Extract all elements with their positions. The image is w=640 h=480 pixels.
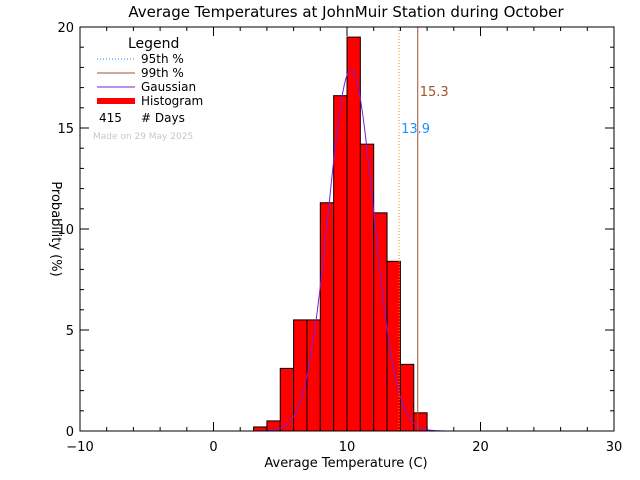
x-tick-label: 10 [339, 440, 356, 455]
histogram-bar [293, 319, 308, 432]
y-tick-label: 15 [57, 122, 74, 137]
legend-entry-label: Gaussian [141, 80, 196, 94]
legend-title: Legend [128, 36, 179, 52]
y-axis-label: Probability (%) [48, 181, 63, 276]
legend-entry-label: 99th % [141, 66, 184, 80]
legend-entry-label: 95th % [141, 52, 184, 66]
made-on-footnote: Made on 29 May 2025 [93, 132, 193, 142]
histogram-bar [346, 36, 361, 432]
chart-title: Average Temperatures at JohnMuir Station… [128, 3, 564, 21]
y-tick-label: 5 [66, 324, 74, 339]
y-tick-label: 10 [57, 223, 74, 238]
histogram-bar [373, 212, 388, 432]
x-tick-label: 0 [209, 440, 217, 455]
legend-entry-label: Histogram [141, 94, 203, 108]
histogram-bar [359, 143, 375, 432]
y-tick-label: 0 [66, 425, 74, 440]
gaussian-curve [253, 68, 448, 432]
x-tick-label: −10 [66, 440, 93, 455]
legend-days-count: 415 [99, 111, 122, 125]
percentile-label-95th: 13.9 [401, 122, 430, 137]
percentile-label-99th: 15.3 [420, 85, 449, 100]
x-axis-label: Average Temperature (C) [264, 456, 427, 471]
x-tick-label: 20 [472, 440, 489, 455]
histogram-bar [279, 367, 295, 432]
histogram-bar [319, 202, 335, 432]
x-tick-label: 30 [606, 440, 623, 455]
histogram-bar [386, 260, 401, 432]
histogram-bar [413, 412, 428, 432]
legend-days-label: # Days [141, 111, 185, 125]
y-tick-label: 20 [57, 21, 74, 36]
